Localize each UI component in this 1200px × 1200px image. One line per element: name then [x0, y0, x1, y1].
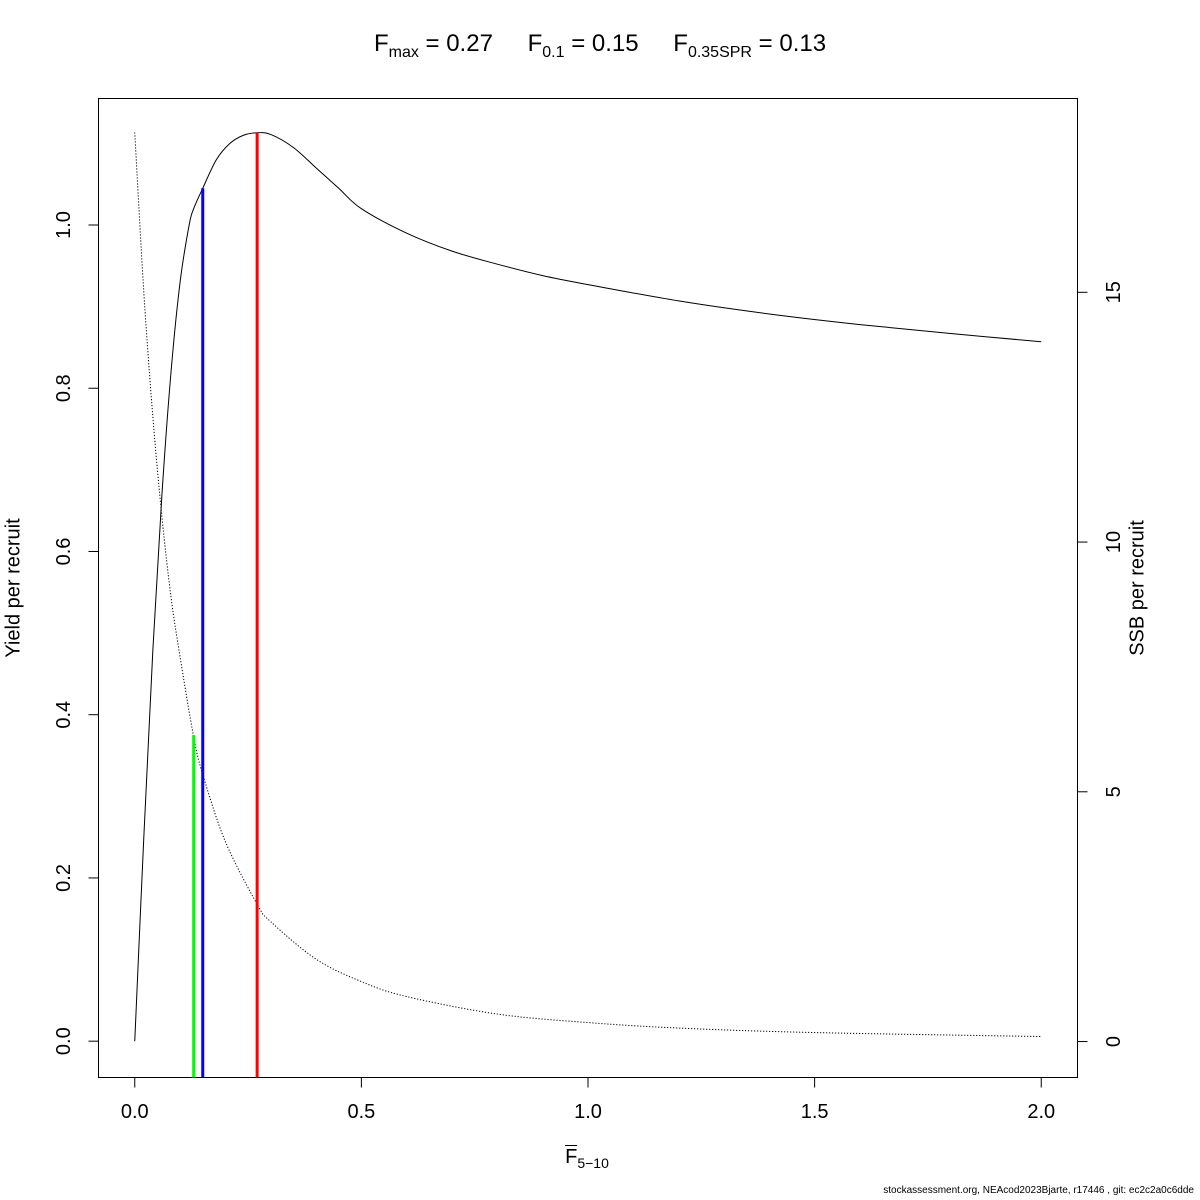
y-axis-left-label: Yield per recruit: [2, 518, 25, 658]
yield-per-recruit-curve: [134, 132, 1042, 1042]
x-tick-label: 0.0: [121, 1101, 149, 1123]
plot-frame: [98, 98, 1078, 1078]
title-fmax: Fmax = 0.27: [373, 30, 493, 61]
y-left-tick-label: 0.2: [53, 864, 75, 892]
y-left-tick-label: 0.6: [53, 538, 75, 566]
x-axis-label: F5−10: [565, 1145, 609, 1171]
y-left-tick-label: 0.0: [53, 1027, 75, 1055]
y-right-tick-label: 5: [1103, 786, 1125, 797]
title-f035spr: F0.35SPR = 0.13: [673, 30, 827, 61]
x-tick-label: 2.0: [1027, 1101, 1055, 1123]
footer-credit: stockassessment.org, NEAcod2023Bjarte, r…: [883, 1185, 1194, 1196]
ssb-per-recruit-curve: [134, 132, 1042, 1038]
title-f01: F0.1 = 0.15: [527, 30, 639, 61]
y-left-tick-label: 0.8: [53, 374, 75, 402]
x-axis-label-symbol: F: [565, 1145, 578, 1168]
y-left-tick-label: 0.4: [53, 701, 75, 729]
y-axis-right-label: SSB per recruit: [1126, 520, 1149, 656]
y-right-tick-label: 15: [1103, 281, 1125, 303]
x-tick-label: 1.5: [801, 1101, 829, 1123]
chart-title: Fmax = 0.27 F0.1 = 0.15 F0.35SPR = 0.13: [0, 30, 1200, 62]
y-right-tick-label: 0: [1103, 1036, 1125, 1047]
x-axis-label-subscript: 5−10: [577, 1155, 609, 1171]
y-left-tick-label: 1.0: [53, 211, 75, 239]
x-tick-label: 1.0: [574, 1101, 602, 1123]
x-tick-label: 0.5: [347, 1101, 375, 1123]
y-right-tick-label: 10: [1103, 531, 1125, 553]
